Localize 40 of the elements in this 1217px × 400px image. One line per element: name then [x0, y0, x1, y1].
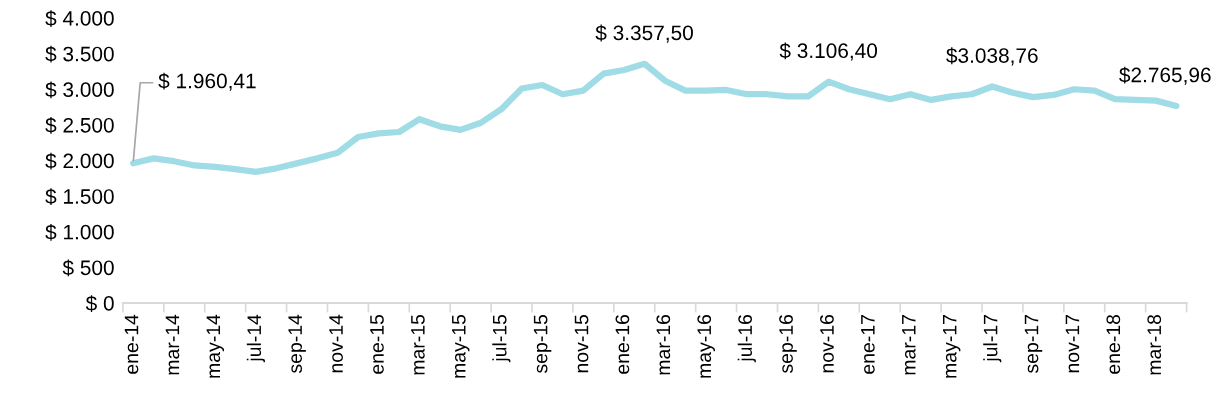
- data-label: $ 1.960,41: [158, 72, 256, 91]
- y-tick-label: $ 2.500: [45, 117, 114, 134]
- x-tick-label: sep-15: [533, 314, 552, 374]
- y-tick-label: $ 3.500: [45, 45, 114, 63]
- x-tick-label: nov-14: [329, 314, 343, 373]
- x-tick-label: sep-16: [779, 314, 797, 374]
- y-tick-label: $ 2.000: [45, 152, 114, 170]
- x-tick-label: mar-15: [411, 314, 425, 375]
- y-tick-label: $ 1.000: [45, 223, 114, 241]
- x-tick-label: may-14: [206, 314, 225, 378]
- y-tick-label: $ 4.000: [45, 10, 114, 27]
- x-tick-label: ene-14: [124, 314, 139, 374]
- y-tick-label: $ 500: [62, 259, 114, 277]
- x-tick-label: jul-15: [492, 314, 511, 363]
- x-tick-label: nov-17: [1065, 315, 1080, 373]
- x-tick-label: may-16: [697, 314, 715, 378]
- x-tick-label: mar-17: [902, 315, 916, 375]
- x-tick-label: ene-17: [861, 315, 875, 374]
- data-label: $3.038,76: [946, 47, 1038, 66]
- x-tick-label: mar-18: [1147, 314, 1162, 375]
- data-label: $ 3.357,50: [595, 24, 693, 43]
- y-tick-label: $ 0: [85, 295, 114, 312]
- x-tick-label: jul-14: [246, 314, 265, 363]
- x-tick-label: may-15: [452, 314, 470, 378]
- x-tick-label: ene-16: [615, 314, 630, 374]
- x-tick-label: mar-16: [656, 314, 671, 375]
- x-tick-label: sep-14: [288, 314, 306, 374]
- data-label: $ 3.106,40: [779, 42, 878, 61]
- x-tick-label: jul-17: [983, 315, 1002, 363]
- x-tick-label: ene-15: [370, 314, 384, 374]
- x-tick-label: nov-15: [574, 314, 589, 373]
- x-tick-label: may-17: [942, 315, 961, 378]
- x-tick-label: sep-17: [1024, 315, 1043, 374]
- x-tick-label: jul-16: [737, 314, 756, 363]
- data-label: $2.765,96: [1119, 66, 1211, 85]
- x-tick-label: mar-14: [165, 314, 180, 375]
- y-tick-label: $ 1.500: [45, 188, 114, 206]
- y-tick-label: $ 3.000: [45, 81, 114, 99]
- x-tick-label: nov-16: [820, 314, 834, 373]
- x-tick-label: ene-18: [1106, 314, 1121, 374]
